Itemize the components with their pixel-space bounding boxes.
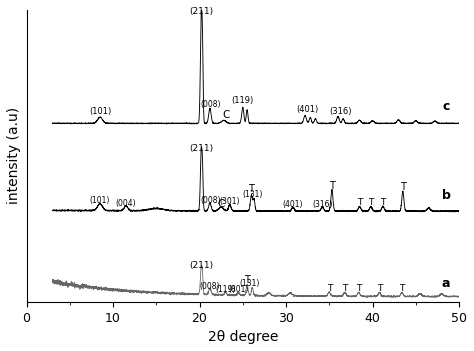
Text: T: T	[368, 198, 374, 207]
Text: (008): (008)	[200, 196, 220, 205]
Text: (401): (401)	[297, 105, 319, 114]
Text: T: T	[329, 181, 335, 191]
Text: T: T	[248, 184, 255, 194]
Text: (211): (211)	[189, 144, 213, 153]
Text: (119): (119)	[215, 285, 236, 294]
Text: T: T	[327, 284, 332, 292]
Text: T: T	[244, 275, 250, 285]
Text: (211): (211)	[189, 261, 213, 270]
Text: T: T	[380, 198, 386, 207]
Text: (801): (801)	[228, 285, 249, 294]
Text: T: T	[377, 284, 382, 292]
Text: (316): (316)	[312, 200, 333, 209]
Text: (401): (401)	[283, 200, 303, 209]
Text: T: T	[400, 182, 406, 192]
X-axis label: 2θ degree: 2θ degree	[208, 330, 278, 344]
Text: a: a	[442, 277, 450, 290]
Text: T: T	[356, 284, 361, 292]
Text: (131): (131)	[242, 191, 263, 199]
Y-axis label: intensity (a.u): intensity (a.u)	[7, 107, 21, 204]
Text: (101): (101)	[90, 196, 110, 205]
Text: T: T	[357, 198, 362, 207]
Text: (316): (316)	[329, 107, 352, 116]
Text: T: T	[342, 284, 347, 292]
Text: (008): (008)	[200, 100, 220, 109]
Text: b: b	[442, 189, 450, 202]
Text: C: C	[223, 110, 230, 120]
Text: (301): (301)	[219, 197, 240, 206]
Text: c: c	[442, 100, 450, 113]
Text: (008): (008)	[200, 282, 220, 291]
Text: (211): (211)	[189, 7, 213, 16]
Text: (101): (101)	[89, 107, 111, 117]
Text: T: T	[399, 284, 405, 292]
Text: (119): (119)	[232, 96, 254, 105]
Text: C: C	[218, 199, 225, 210]
Text: (131): (131)	[239, 279, 260, 288]
Text: (004): (004)	[116, 199, 137, 208]
